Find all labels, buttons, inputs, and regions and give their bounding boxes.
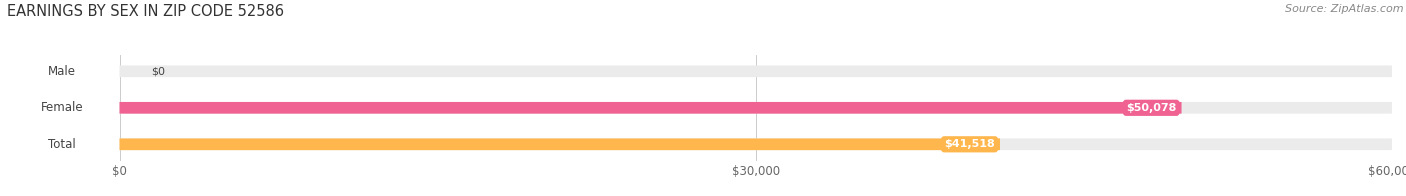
FancyBboxPatch shape xyxy=(120,138,1392,150)
FancyBboxPatch shape xyxy=(120,102,1181,114)
Text: Male: Male xyxy=(48,65,76,78)
Text: Female: Female xyxy=(41,101,83,114)
Text: Total: Total xyxy=(48,138,76,151)
Text: $41,518: $41,518 xyxy=(945,139,995,149)
Text: EARNINGS BY SEX IN ZIP CODE 52586: EARNINGS BY SEX IN ZIP CODE 52586 xyxy=(7,4,284,19)
Text: $0: $0 xyxy=(152,66,166,76)
FancyBboxPatch shape xyxy=(120,65,1392,77)
FancyBboxPatch shape xyxy=(120,138,1000,150)
Text: $50,078: $50,078 xyxy=(1126,103,1177,113)
FancyBboxPatch shape xyxy=(120,102,1392,114)
Text: Source: ZipAtlas.com: Source: ZipAtlas.com xyxy=(1285,4,1403,14)
